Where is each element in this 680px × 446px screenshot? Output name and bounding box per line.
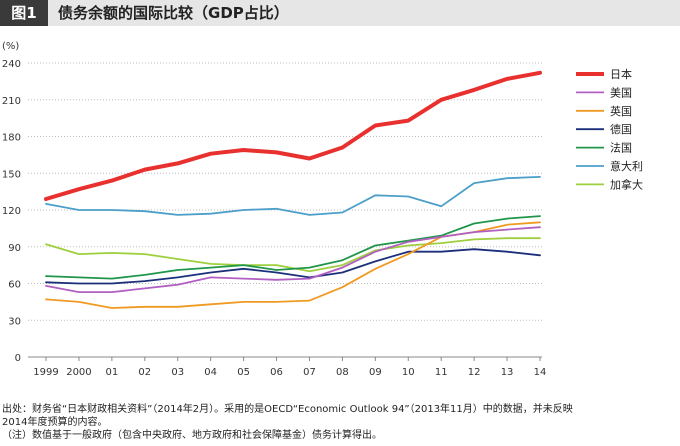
legend-label-6: 意大利 bbox=[610, 159, 643, 173]
figure-title-bar: 图1 债务余额的国际比较（GDP占比） bbox=[0, 0, 680, 26]
legend-label-3: 英国 bbox=[610, 104, 632, 118]
x-tick-label: 13 bbox=[501, 367, 514, 378]
series-line-2 bbox=[45, 226, 541, 294]
series-line-1 bbox=[44, 70, 542, 201]
series-line-7 bbox=[45, 237, 541, 273]
x-tick-label: 03 bbox=[171, 367, 184, 378]
legend-label-5: 法国 bbox=[610, 141, 632, 155]
figure-badge: 图1 bbox=[0, 0, 48, 26]
y-tick-label: 210 bbox=[2, 96, 21, 107]
y-tick-label: 180 bbox=[2, 133, 21, 144]
x-tick-label: 12 bbox=[468, 367, 481, 378]
source-note-line-2: 2014年度预算的内容。 bbox=[2, 417, 108, 428]
legend-label-7: 加拿大 bbox=[610, 177, 643, 191]
x-tick-label: 06 bbox=[270, 367, 283, 378]
x-tick-label: 01 bbox=[105, 367, 118, 378]
figure-title: 债务余额的国际比较（GDP占比） bbox=[58, 4, 289, 22]
y-tick-label: 60 bbox=[8, 280, 21, 291]
x-tick-label: 1999 bbox=[33, 367, 58, 378]
y-tick-label: 120 bbox=[2, 206, 21, 217]
y-tick-label: 0 bbox=[15, 353, 21, 364]
series-line-6 bbox=[45, 175, 541, 216]
series-line-3 bbox=[45, 221, 541, 309]
x-tick-label: 05 bbox=[237, 367, 250, 378]
source-note: 出处：财务省“日本财政相关资料”（2014年2月）。采用的是OECD“Econo… bbox=[2, 403, 678, 442]
legend-label-1: 日本 bbox=[610, 67, 632, 81]
legend-label-4: 德国 bbox=[610, 122, 632, 136]
y-axis-unit-label: (%) bbox=[2, 41, 19, 52]
y-tick-label: 150 bbox=[2, 169, 21, 180]
series-line-4 bbox=[45, 248, 541, 285]
series-line-5 bbox=[45, 215, 541, 280]
x-tick-label: 02 bbox=[138, 367, 151, 378]
y-tick-label: 240 bbox=[2, 59, 21, 70]
source-note-line-1: 出处：财务省“日本财政相关资料”（2014年2月）。采用的是OECD“Econo… bbox=[2, 404, 573, 415]
x-tick-label: 10 bbox=[402, 367, 415, 378]
x-tick-label: 11 bbox=[435, 367, 448, 378]
x-tick-label: 07 bbox=[303, 367, 316, 378]
y-tick-label: 30 bbox=[8, 316, 21, 327]
legend-label-2: 美国 bbox=[610, 86, 632, 99]
x-tick-label: 08 bbox=[336, 367, 349, 378]
x-tick-label: 09 bbox=[369, 367, 382, 378]
debt-line-chart: (%) 0 30 60 90 120 150 180 210 240 1999 2000 01 02 03 0… bbox=[2, 41, 643, 378]
x-tick-label: 2000 bbox=[66, 367, 91, 378]
y-tick-label: 90 bbox=[8, 243, 21, 254]
source-note-line-3: （注）数值基于一般政府（包含中央政府、地方政府和社会保障基金）债务计算得出。 bbox=[2, 430, 382, 441]
x-tick-label: 04 bbox=[204, 367, 217, 378]
x-tick-label: 14 bbox=[534, 367, 547, 378]
